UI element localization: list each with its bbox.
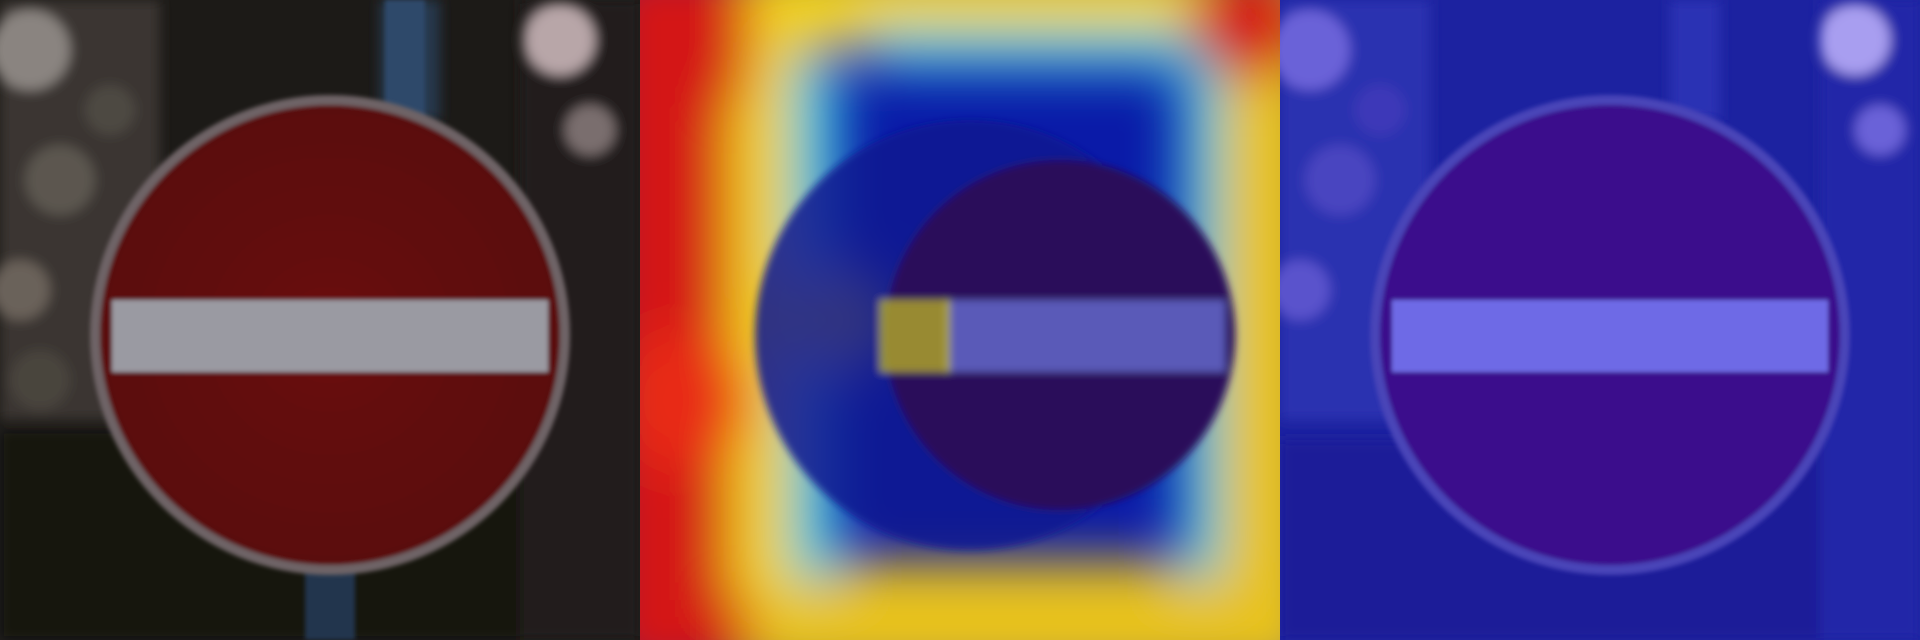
heatmap-sign-region	[755, 120, 1235, 550]
sign-post-top	[385, 0, 425, 120]
original-photo-image	[0, 0, 640, 640]
panel-blue-overlay	[1280, 0, 1920, 640]
no-entry-sign	[90, 95, 570, 575]
blue-sign-bar	[1392, 300, 1828, 372]
blue-overlay-image	[1280, 0, 1920, 640]
heatmap-overlay-image	[640, 0, 1280, 640]
panel-original-photo	[0, 0, 640, 640]
sign-white-bar	[112, 300, 548, 372]
panel-heatmap-overlay	[640, 0, 1280, 640]
blue-no-entry-sign	[1370, 95, 1850, 575]
